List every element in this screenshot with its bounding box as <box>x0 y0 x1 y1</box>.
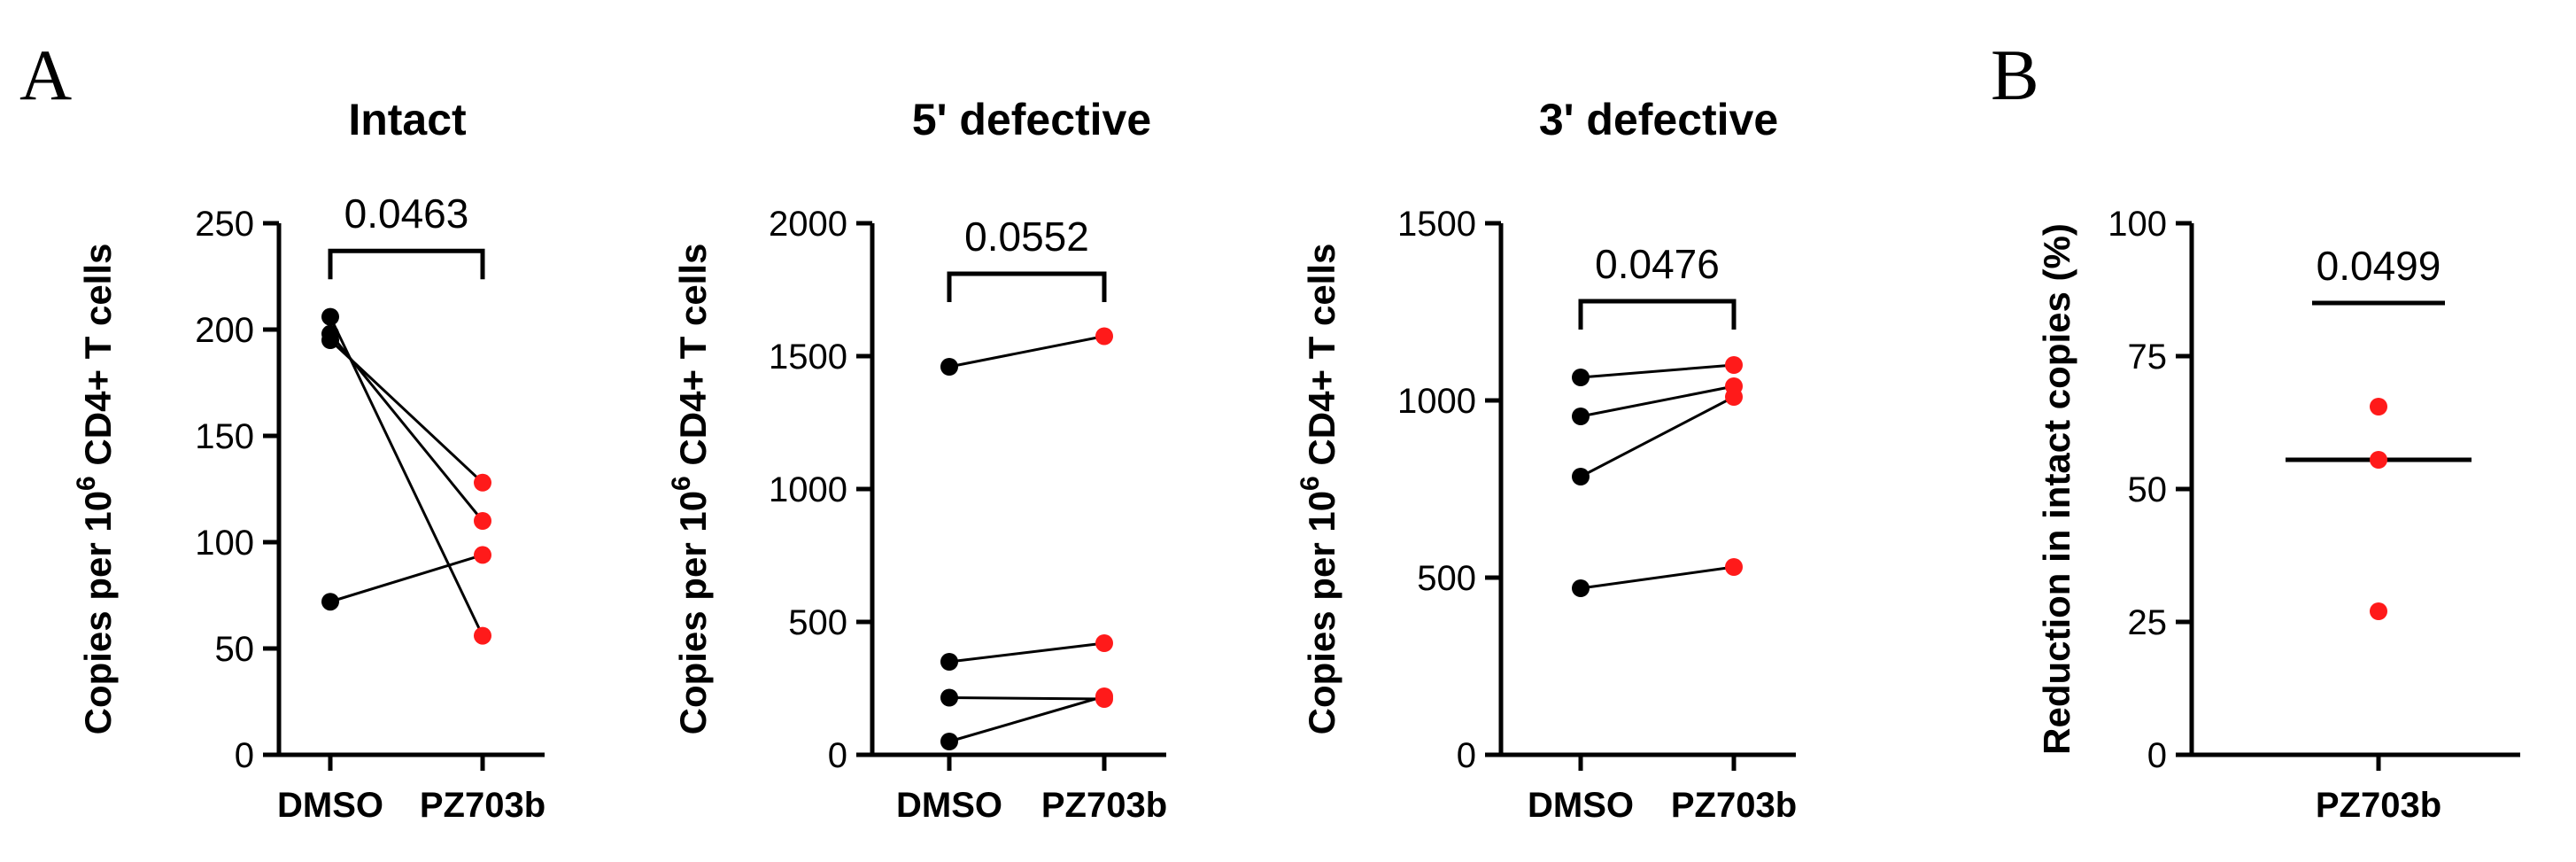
paired-line <box>948 641 1105 664</box>
point-dmso <box>1572 408 1590 425</box>
y-tick-label: 0 <box>828 736 847 775</box>
point-pz703b <box>2370 451 2387 469</box>
p-value-label: 0.0463 <box>344 190 469 237</box>
paired-line <box>1580 363 1735 379</box>
y-tick-label: 0 <box>1457 736 1476 775</box>
y-tick-label: 50 <box>2128 470 2168 509</box>
y-tick-label: 25 <box>2128 603 2168 642</box>
x-tick-label-dmso: DMSO <box>896 786 1002 825</box>
y-axis-label: Copies per 106 CD4+ T cells <box>1296 244 1342 735</box>
chart-title: Intact <box>348 95 467 144</box>
chart-reduction-intact: Reduction in intact copies (%) 0 25 50 75 100… <box>2036 205 2520 825</box>
y-tick-label: 75 <box>2128 338 2168 377</box>
y-tick-label: 0 <box>235 736 254 775</box>
paired-line <box>1580 565 1735 590</box>
x-tick-label-pz703b: PZ703b <box>420 786 545 825</box>
paired-line <box>329 553 483 603</box>
panel-letter-a: A <box>19 35 72 115</box>
point-dmso <box>940 358 958 376</box>
significance-bracket <box>1578 299 1737 330</box>
y-tick-label: 250 <box>195 205 254 244</box>
chart-title: 3' defective <box>1539 95 1778 144</box>
y-tick-label: 100 <box>2108 205 2167 244</box>
y-axis-label: Reduction in intact copies (%) <box>2036 223 2077 755</box>
y-tick-label: 1500 <box>769 338 847 377</box>
paired-line <box>329 338 484 484</box>
x-tick-label-pz703b: PZ703b <box>1671 786 1797 825</box>
paired-line <box>948 695 1105 743</box>
chart-title: 5' defective <box>912 95 1151 144</box>
chart-5prime-defective: 5' defective Copies per 106 CD4+ T cells 0… <box>667 95 1167 825</box>
point-dmso <box>321 307 339 326</box>
point-pz703b <box>474 626 491 645</box>
point-pz703b <box>474 473 491 492</box>
chart-3prime-defective: 3' defective Copies per 106 CD4+ T cells 0… <box>1296 95 1797 825</box>
point-pz703b <box>1095 634 1113 652</box>
y-tick-label: 200 <box>195 311 254 350</box>
point-pz703b <box>1095 327 1113 346</box>
point-pz703b <box>1725 388 1743 406</box>
y-tick-label: 500 <box>788 603 847 642</box>
x-tick-label-pz703b: PZ703b <box>2316 786 2441 825</box>
point-pz703b <box>474 512 491 530</box>
point-dmso <box>940 688 958 707</box>
p-value-label: 0.0499 <box>2317 243 2441 289</box>
point-pz703b <box>474 546 491 564</box>
chart-intact: Intact Copies per 106 CD4+ T cells 0 50 100 1… <box>72 95 545 825</box>
x-tick-label-dmso: DMSO <box>277 786 383 825</box>
point-dmso <box>321 331 339 349</box>
p-value-label: 0.0552 <box>964 214 1089 260</box>
point-dmso <box>321 593 339 611</box>
point-dmso <box>1572 369 1590 386</box>
point-dmso <box>1572 579 1590 597</box>
paired-line <box>948 696 1105 701</box>
y-tick-label: 1500 <box>1397 205 1476 244</box>
point-pz703b <box>1725 558 1743 576</box>
y-tick-label: 1000 <box>769 470 847 509</box>
x-tick-label-pz703b: PZ703b <box>1041 786 1167 825</box>
y-tick-label: 100 <box>195 524 254 563</box>
point-dmso <box>1572 468 1590 485</box>
significance-bracket <box>947 271 1107 302</box>
point-pz703b <box>2370 398 2387 415</box>
paired-line <box>1580 395 1735 478</box>
paired-line <box>948 335 1105 369</box>
paired-line <box>329 315 484 637</box>
point-pz703b <box>1725 356 1743 374</box>
point-pz703b <box>2370 602 2387 620</box>
y-tick-label: 150 <box>195 417 254 456</box>
p-value-label: 0.0476 <box>1595 241 1720 287</box>
y-tick-label: 500 <box>1417 559 1476 598</box>
point-dmso <box>940 653 958 671</box>
paired-line <box>1580 384 1735 418</box>
y-axis-label: Copies per 106 CD4+ T cells <box>667 244 714 735</box>
x-tick-label-dmso: DMSO <box>1528 786 1634 825</box>
significance-bracket <box>328 248 485 280</box>
y-axis-label: Copies per 106 CD4+ T cells <box>72 244 119 735</box>
point-dmso <box>940 733 958 750</box>
y-tick-label: 1000 <box>1397 382 1476 421</box>
panel-letter-b: B <box>1991 35 2039 115</box>
y-tick-label: 50 <box>215 630 255 669</box>
y-tick-label: 2000 <box>769 205 847 244</box>
y-tick-label: 0 <box>2147 736 2167 775</box>
point-pz703b <box>1095 687 1113 705</box>
